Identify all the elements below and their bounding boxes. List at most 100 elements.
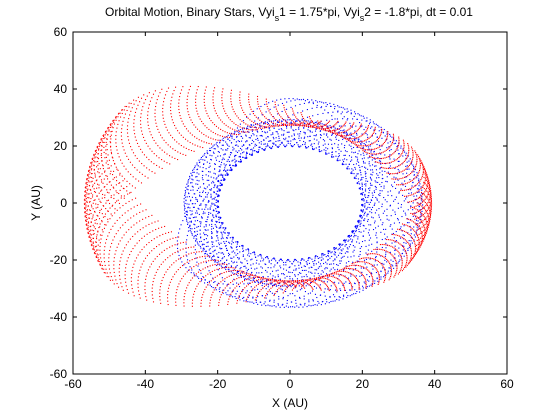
orbit-point-series-1	[232, 242, 234, 244]
orbit-point-series-1	[365, 178, 367, 180]
orbit-point-series-1	[356, 118, 358, 120]
orbit-point-series-1	[400, 204, 403, 206]
orbit-point-series-2	[143, 102, 145, 104]
orbit-point-series-1	[227, 235, 229, 237]
orbit-point-series-2	[430, 200, 432, 202]
orbit-point-series-1	[368, 239, 370, 241]
orbit-point-series-1	[333, 247, 335, 249]
orbit-point-series-2	[159, 92, 161, 94]
orbit-point-series-1	[251, 154, 253, 156]
orbit-point-series-2	[221, 267, 223, 269]
orbit-point-series-1	[389, 205, 391, 207]
orbit-point-series-2	[382, 255, 384, 257]
orbit-point-series-1	[357, 173, 359, 175]
orbit-point-series-2	[115, 142, 117, 144]
orbit-point-series-1	[230, 247, 232, 249]
orbit-point-series-2	[94, 157, 96, 159]
orbit-point-series-2	[394, 160, 396, 162]
orbit-point-series-1	[214, 259, 216, 261]
orbit-point-series-2	[324, 129, 326, 131]
orbit-point-series-1	[314, 269, 316, 271]
orbit-point-series-2	[290, 124, 292, 126]
orbit-point-series-2	[417, 236, 419, 238]
orbit-point-series-2	[415, 205, 417, 207]
orbit-point-series-2	[402, 149, 404, 151]
orbit-point-series-2	[119, 172, 121, 174]
orbit-point-series-2	[410, 200, 413, 202]
orbit-point-series-1	[355, 125, 357, 127]
orbit-point-series-1	[371, 192, 373, 194]
orbit-point-series-2	[90, 189, 92, 191]
orbit-point-series-1	[364, 213, 366, 215]
orbit-point-series-1	[193, 171, 195, 173]
orbit-point-series-2	[393, 247, 395, 249]
orbit-point-series-1	[297, 144, 299, 146]
orbit-point-series-2	[419, 210, 421, 212]
orbit-point-series-2	[420, 241, 422, 243]
orbit-point-series-2	[414, 245, 417, 248]
orbit-point-series-1	[359, 254, 361, 256]
orbit-point-series-2	[421, 232, 423, 234]
orbit-point-series-2	[174, 124, 176, 127]
orbit-point-series-1	[311, 272, 313, 274]
orbit-point-series-2	[206, 255, 208, 257]
orbit-point-series-1	[306, 262, 308, 264]
orbit-point-series-1	[348, 234, 351, 237]
orbit-point-series-2	[163, 101, 165, 103]
orbit-point-series-2	[111, 215, 113, 217]
orbit-point-series-1	[326, 119, 328, 121]
orbit-point-series-2	[377, 139, 379, 141]
orbit-point-series-2	[378, 277, 380, 279]
orbit-point-series-2	[201, 251, 203, 253]
orbit-point-series-2	[400, 177, 402, 180]
orbit-point-series-2	[84, 203, 86, 206]
orbit-point-series-1	[372, 121, 374, 123]
orbit-point-series-2	[122, 120, 124, 122]
orbit-point-series-2	[389, 155, 391, 157]
orbit-point-series-1	[266, 281, 268, 283]
orbit-point-series-1	[280, 120, 283, 122]
orbit-point-series-1	[274, 283, 276, 285]
orbit-point-series-2	[344, 289, 346, 291]
orbit-point-series-1	[365, 252, 367, 254]
orbit-point-series-2	[99, 212, 101, 214]
orbit-point-series-1	[334, 108, 336, 110]
orbit-point-series-2	[422, 170, 424, 172]
orbit-point-series-1	[385, 251, 387, 253]
orbit-point-series-2	[399, 270, 401, 272]
orbit-point-series-1	[247, 296, 249, 298]
orbit-point-series-2	[421, 236, 423, 238]
orbit-point-series-2	[295, 281, 297, 283]
orbit-point-series-1	[272, 275, 274, 277]
orbit-point-series-2	[365, 149, 367, 151]
orbit-point-series-1	[268, 102, 270, 104]
orbit-point-series-1	[386, 208, 388, 210]
orbit-point-series-2	[101, 197, 103, 199]
orbit-point-series-2	[410, 161, 412, 163]
orbit-point-series-2	[195, 92, 197, 94]
orbit-point-series-2	[396, 268, 398, 270]
orbit-point-series-2	[123, 165, 125, 167]
orbit-point-series-1	[364, 150, 366, 152]
orbit-point-series-2	[262, 277, 264, 279]
orbit-point-series-1	[197, 265, 199, 267]
orbit-point-series-1	[186, 214, 188, 216]
orbit-point-series-1	[418, 225, 420, 227]
orbit-point-series-1	[250, 135, 252, 137]
orbit-point-series-1	[373, 191, 376, 193]
orbit-point-series-2	[84, 211, 86, 213]
orbit-point-series-1	[212, 241, 214, 243]
orbit-point-series-2	[275, 119, 277, 121]
orbit-point-series-1	[351, 159, 353, 161]
orbit-point-series-2	[125, 231, 127, 233]
orbit-point-series-1	[406, 165, 408, 167]
orbit-point-series-2	[236, 278, 238, 280]
orbit-point-series-2	[365, 261, 367, 263]
orbit-point-series-1	[347, 295, 349, 297]
orbit-point-series-2	[175, 260, 177, 262]
orbit-point-series-2	[155, 142, 157, 144]
orbit-point-series-2	[393, 152, 395, 154]
orbit-point-series-2	[405, 253, 408, 255]
orbit-point-series-2	[328, 279, 330, 281]
orbit-point-series-2	[375, 161, 377, 163]
